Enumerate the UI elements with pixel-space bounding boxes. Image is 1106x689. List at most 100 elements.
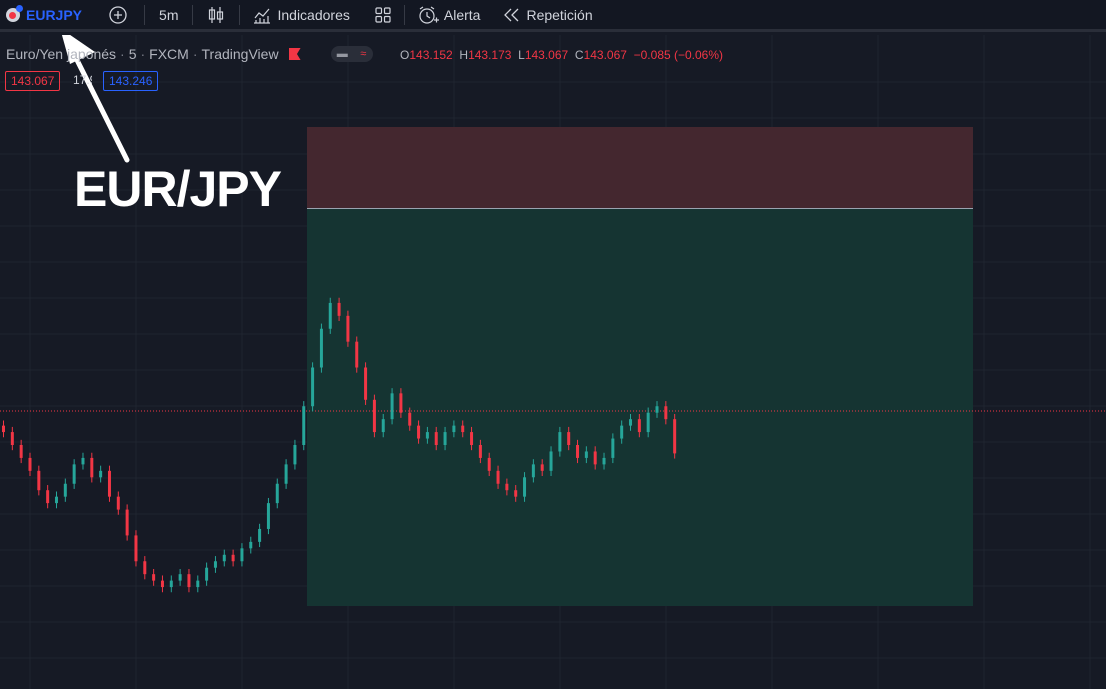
candle-body [452,425,456,433]
candle-body [470,432,474,445]
chart-legend: Euro/Yen japonés · 5 · FXCM · TradingVie… [6,46,373,62]
candle-body [311,367,315,407]
candle-body [381,419,385,433]
candle-body [293,445,297,465]
candle-body [99,470,103,478]
indicators-label: Indicadores [277,6,350,23]
candle-body [337,302,341,316]
candle-body [2,425,5,433]
candle-body [222,554,226,562]
candle-body [143,561,147,575]
eurjpy-logo-icon [6,4,23,22]
candle-body [540,464,544,471]
legend-separator: · [120,46,125,62]
instrument-name[interactable]: Euro/Yen japonés [6,46,117,62]
candle-body [134,535,138,562]
candle-body [399,393,403,413]
minus-icon: ▬ [336,48,348,60]
candle-body [319,328,323,368]
sell-price-box[interactable]: 143.067 [5,71,61,91]
candle-body [284,464,288,484]
top-toolbar: EURJPY 5m Indicadores Alerta Repetición [0,0,1106,32]
candle-body [213,561,217,568]
price-chart[interactable] [0,35,1106,689]
candle-body [620,425,624,439]
alarm-clock-icon [419,6,439,24]
close-value: 143.067 [583,48,627,62]
candle-body [54,496,58,504]
candle-body [187,574,191,588]
candle-body [72,464,76,484]
candle-body [125,509,129,536]
high-label: H [459,48,469,62]
candle-body [461,425,465,433]
low-label: L [518,48,525,62]
candle-body [646,412,650,433]
wave-icon: ≈ [360,48,367,60]
candle-body [425,432,429,439]
alert-label: Alerta [443,6,481,23]
candle-body [249,541,253,549]
candle-body [355,341,359,368]
candle-body [63,483,67,497]
legend-separator: · [192,46,198,62]
layout-button[interactable] [362,0,404,31]
candle-body [443,432,447,445]
candle-body [602,457,606,465]
stop-loss-zone[interactable] [307,127,973,208]
divider [192,4,194,25]
candle-body [655,406,659,413]
legend-platform: TradingView [201,46,279,62]
replay-icon [504,8,519,21]
candle-body [160,580,164,588]
candle-body [169,580,173,588]
candle-body [531,464,535,478]
annotation-label: EUR/JPY [74,161,282,217]
candle-body [478,445,482,458]
candle-body [487,457,491,471]
candle-body [302,406,306,445]
take-profit-zone[interactable] [307,209,973,606]
grid-icon [375,6,391,23]
candle-body [523,477,527,497]
candle-body [629,419,633,426]
candle-body [372,399,376,433]
indicators-button[interactable]: Indicadores [240,0,361,31]
close-label: C [574,48,584,62]
divider [144,4,146,25]
candle-body [417,425,421,439]
candle-body [28,457,32,471]
symbol-name: EURJPY [26,6,83,23]
candle-body [558,432,562,452]
candle-body [152,574,156,581]
legend-separator: · [140,46,146,62]
add-symbol-button[interactable] [92,0,144,31]
candle-body [116,496,120,510]
chart-type-button[interactable] [193,0,239,31]
buy-price-box[interactable]: 143.246 [103,71,159,91]
replay-button[interactable]: Repetición [492,0,602,31]
candle-body [549,451,553,471]
flag-icon[interactable] [288,48,301,60]
legend-interval: 5 [128,46,137,62]
symbol-search[interactable]: EURJPY [0,0,92,31]
alert-button[interactable]: Alerta [405,0,493,31]
candle-body [505,483,509,491]
high-value: 143.173 [468,48,512,62]
spread-value: 17.9 [73,73,92,87]
interval-button[interactable]: 5m [159,6,179,23]
candle-body [196,580,200,588]
candle-body [408,412,412,426]
candle-body [434,432,438,445]
candle-body [673,419,677,454]
market-status-pill[interactable]: ▬ ≈ [330,46,373,62]
open-label: O [400,48,410,62]
candle-body [46,490,50,504]
legend-source: FXCM [149,46,189,62]
candle-body [266,503,270,529]
candle-body [328,302,332,329]
ohlc-values: O143.152 H143.173 L143.067 C143.067 −0.0… [400,48,723,62]
divider [239,4,241,25]
candle-body [637,419,641,433]
candle-body [37,470,41,491]
